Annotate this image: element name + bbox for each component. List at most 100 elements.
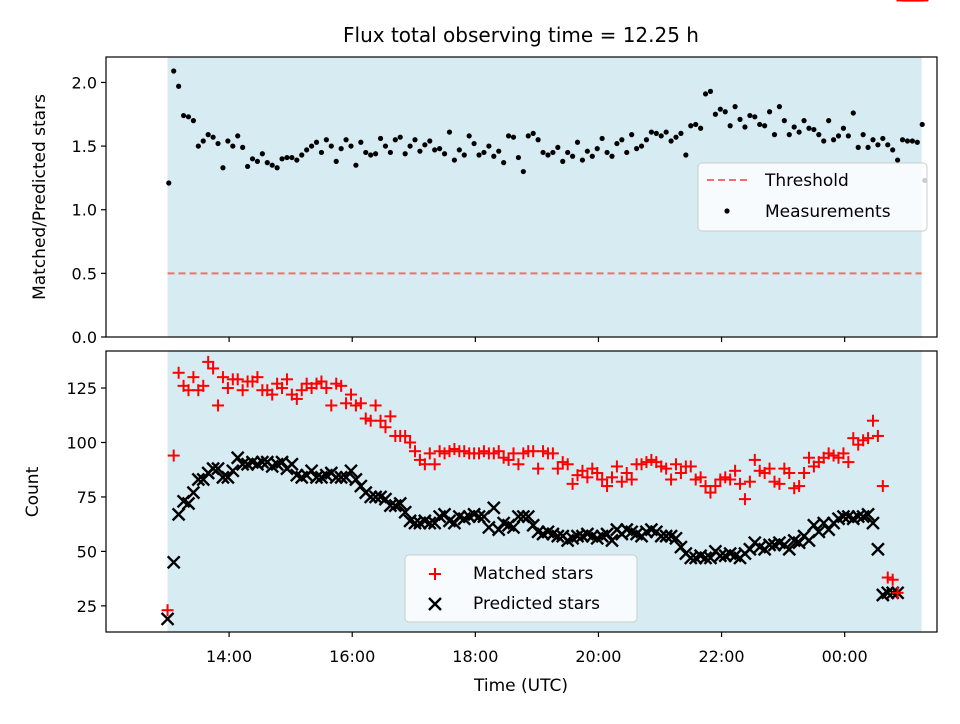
measurement-point [865, 144, 871, 150]
matched-star-marker [172, 366, 185, 379]
matched-star-marker [561, 458, 574, 471]
measurement-point [880, 135, 886, 142]
measurement-point [816, 132, 822, 138]
measurement-point [796, 129, 802, 135]
measurement-point [343, 137, 349, 143]
measurement-point [860, 132, 866, 138]
predicted-star-marker [285, 457, 299, 472]
top-y-ticks: 0.0 0.5 1.0 1.5 2.0 [72, 73, 106, 347]
matched-star-marker [161, 604, 174, 617]
chart-title: Flux total observing time = 12.25 h [343, 23, 699, 47]
measurement-point [638, 143, 645, 149]
measurement-point [835, 133, 842, 139]
bottom-panel: 25 50 75 100 125 14:00 16:00 18:00 20:00 22:00 00… [23, 0, 938, 696]
measurement-point [358, 139, 364, 145]
measurement-point [885, 142, 891, 148]
matched-star-marker [379, 421, 392, 434]
measurement-point [540, 149, 546, 156]
predicted-star-marker [762, 538, 777, 552]
predicted-star-marker [398, 505, 413, 520]
x-tick-label: 16:00 [329, 647, 375, 666]
predicted-star-marker [408, 516, 422, 530]
bottom-legend: Matched stars Predicted stars [404, 554, 638, 623]
measurement-point [890, 147, 896, 153]
measurement-point [304, 147, 310, 153]
matched-star-marker [704, 486, 717, 499]
matched-star-marker [325, 399, 338, 412]
measurement-point [791, 124, 797, 130]
predicted-star-marker [506, 520, 521, 535]
y-tick-label: 1.5 [72, 137, 97, 156]
measurement-point [727, 123, 733, 129]
matched-star-marker [738, 493, 751, 506]
matched-star-marker [886, 573, 899, 586]
measurement-point [180, 112, 187, 119]
measurement-point [811, 126, 817, 133]
predicted-star-marker [344, 463, 358, 478]
predicted-star-marker [521, 509, 536, 524]
matched-star-marker [369, 399, 382, 412]
matched-star-marker [610, 460, 623, 473]
measurement-point [466, 133, 472, 139]
predicted-star-marker [570, 529, 585, 544]
y-tick-label: 2.0 [72, 73, 97, 92]
matched-star-marker [605, 471, 618, 484]
measurement-point [333, 158, 339, 164]
measurement-point [530, 130, 536, 136]
measurement-point [190, 118, 197, 124]
predicted-star-marker [836, 509, 851, 524]
measurement-point [402, 151, 408, 157]
predicted-star-marker [368, 490, 383, 504]
matched-star-marker [354, 397, 367, 410]
measurement-point [313, 139, 320, 145]
measurement-point [496, 148, 502, 154]
matched-star-marker [862, 432, 875, 445]
legend-matched-swatch [429, 568, 441, 580]
matched-star-marker [763, 462, 776, 475]
matched-star-marker [290, 392, 303, 405]
measurement-point [904, 138, 911, 144]
measurement-point [698, 125, 704, 131]
matched-star-marker [694, 471, 707, 484]
measurement-point [373, 151, 379, 157]
top-legend: Threshold Measurements [697, 162, 928, 232]
measurement-point [747, 112, 753, 119]
bottom-matched-points [161, 0, 929, 617]
matched-star-marker [231, 373, 244, 386]
measurement-point [579, 157, 586, 163]
measurement-point [909, 138, 915, 144]
matched-star-marker [591, 466, 604, 479]
measurement-point [895, 157, 901, 163]
predicted-star-marker [669, 531, 683, 546]
predicted-star-marker [160, 612, 175, 626]
bottom-y-ticks: 25 50 75 100 125 [66, 379, 106, 616]
matched-star-marker [891, 586, 904, 599]
measurement-point [766, 109, 773, 115]
measurement-point [422, 142, 428, 148]
measurement-point [471, 140, 477, 147]
matched-star-marker [847, 432, 860, 445]
measurement-point [363, 149, 369, 156]
measurement-point [437, 146, 443, 152]
measurement-point [634, 146, 640, 152]
measurement-point [476, 152, 482, 158]
predicted-star-marker [654, 529, 669, 544]
matched-star-marker [566, 477, 579, 490]
measurement-point [491, 153, 497, 159]
matched-star-marker [236, 384, 249, 397]
predicted-star-marker [235, 457, 250, 472]
measurement-point [786, 132, 792, 138]
measurement-point [678, 130, 684, 136]
measurement-point [673, 134, 679, 140]
x-tick-label: 18:00 [452, 647, 498, 666]
measurement-point [195, 143, 201, 149]
measurement-point [427, 138, 433, 144]
y-tick-label: 100 [66, 433, 97, 452]
measurement-point [412, 137, 418, 143]
measurement-point [899, 137, 906, 143]
measurement-point [279, 156, 285, 162]
predicted-star-marker [383, 498, 398, 513]
measurement-point [510, 134, 517, 140]
measurement-point [722, 109, 728, 115]
